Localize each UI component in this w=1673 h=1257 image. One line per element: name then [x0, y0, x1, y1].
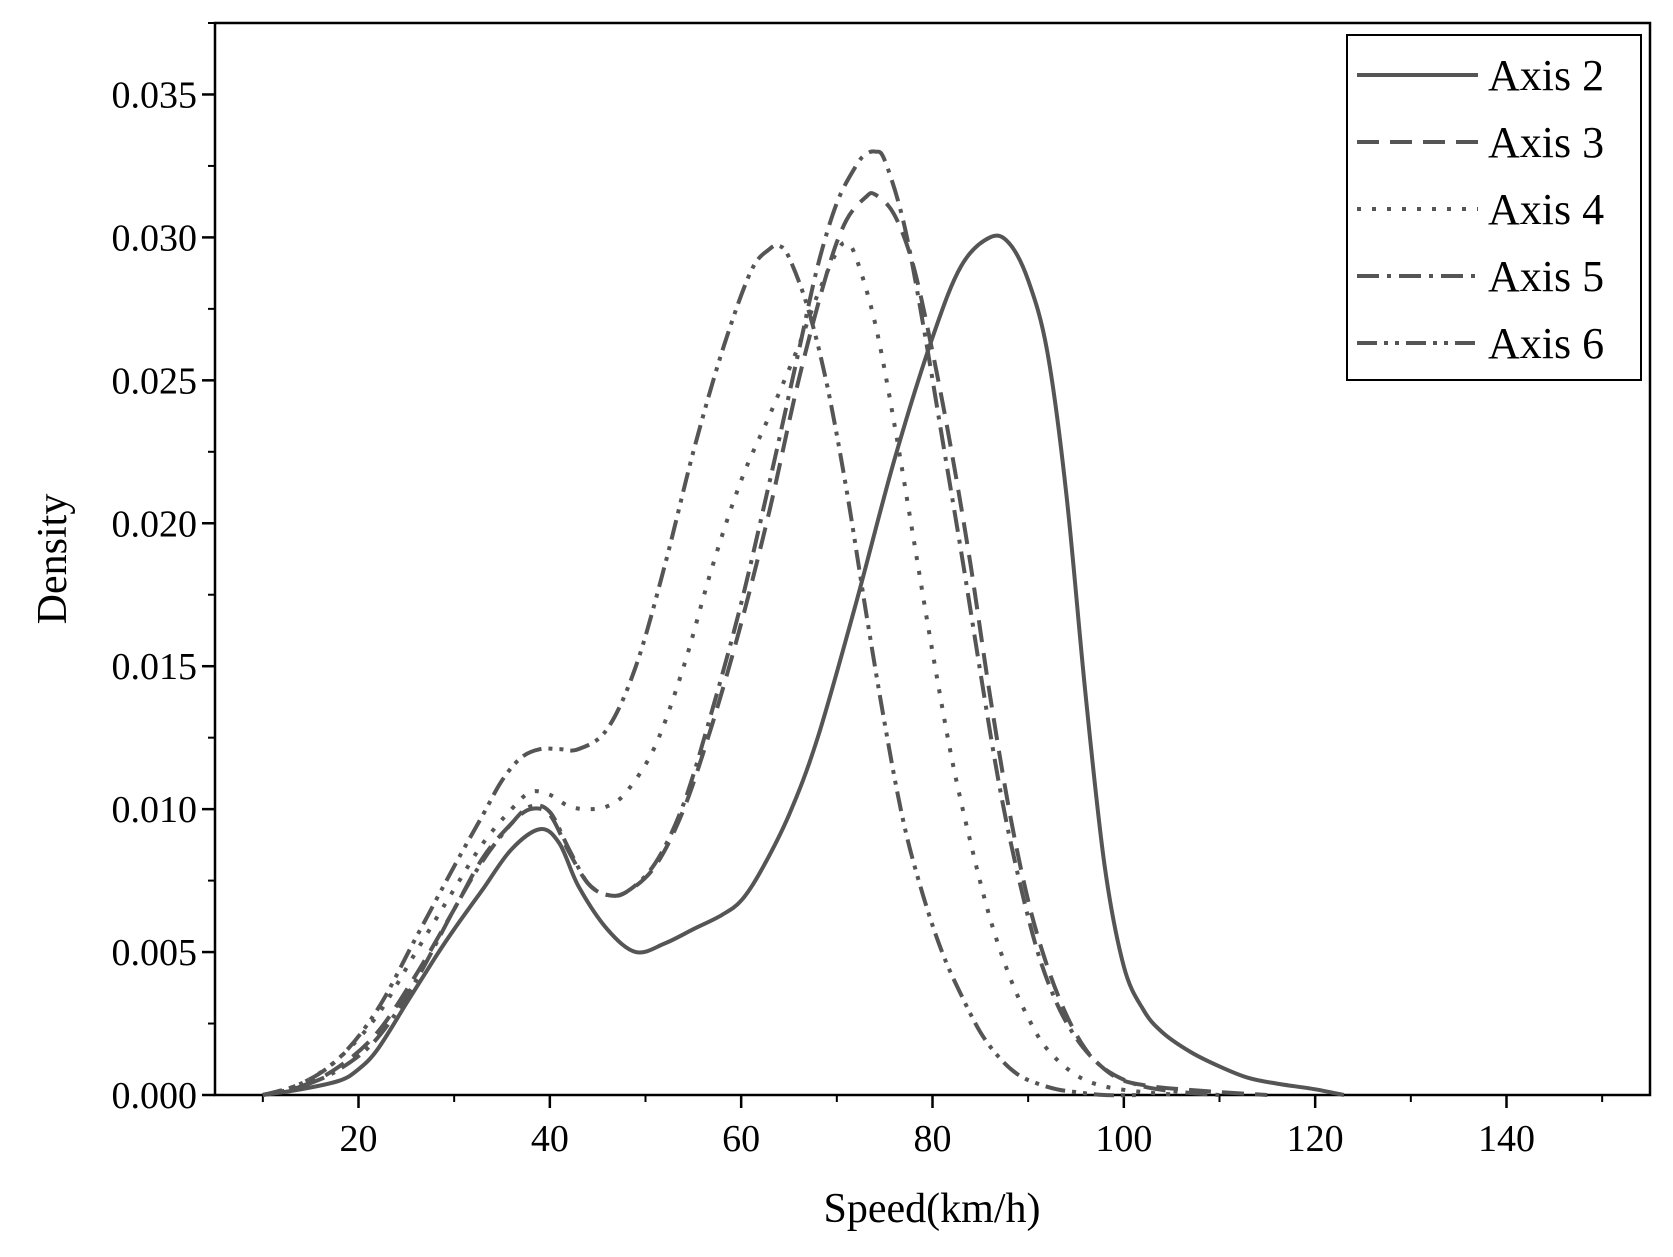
y-axis-ticks: 0.000 0.005 0.010 0.015 0.020 0.025 0.030 0.035 — [112, 22, 215, 1117]
series-layer — [262, 149, 1345, 1098]
legend-label: Axis 3 — [1488, 118, 1604, 167]
y-tick-label: 0.020 — [112, 503, 198, 545]
legend-box — [1346, 34, 1642, 381]
x-tick-label: 60 — [722, 1118, 760, 1160]
series-line-axis-3 — [262, 191, 1268, 1097]
legend-label: Axis 4 — [1488, 185, 1604, 234]
x-tick-label: 40 — [531, 1118, 569, 1160]
series-line-axis-6 — [262, 243, 1144, 1098]
series-line-axis-2 — [262, 233, 1345, 1097]
x-tick-label: 20 — [340, 1118, 378, 1160]
x-tick-label: 80 — [914, 1118, 952, 1160]
legend-label: Axis 6 — [1488, 319, 1604, 368]
y-tick-label: 0.025 — [112, 360, 198, 402]
legend: Axis 2 Axis 3 Axis 4 Axis 5 Axis 6 — [1346, 34, 1642, 381]
x-tick-label: 140 — [1478, 1118, 1535, 1160]
x-axis-ticks: 20 40 60 80 100 120 140 — [261, 1095, 1604, 1160]
legend-label: Axis 2 — [1488, 51, 1604, 100]
y-tick-label: 0.035 — [112, 74, 198, 116]
y-axis-title: Density — [30, 494, 76, 625]
series-line-axis-5 — [262, 149, 1220, 1097]
y-tick-label: 0.000 — [112, 1075, 198, 1117]
y-tick-label: 0.015 — [112, 646, 198, 688]
x-tick-label: 120 — [1287, 1118, 1344, 1160]
y-tick-label: 0.030 — [112, 217, 198, 259]
x-axis-title: Speed(km/h) — [824, 1186, 1041, 1232]
y-tick-label: 0.005 — [112, 932, 198, 974]
y-tick-label: 0.010 — [112, 789, 198, 831]
series-line-axis-4 — [262, 240, 1182, 1097]
x-tick-label: 100 — [1095, 1118, 1152, 1160]
legend-label: Axis 5 — [1488, 252, 1604, 301]
